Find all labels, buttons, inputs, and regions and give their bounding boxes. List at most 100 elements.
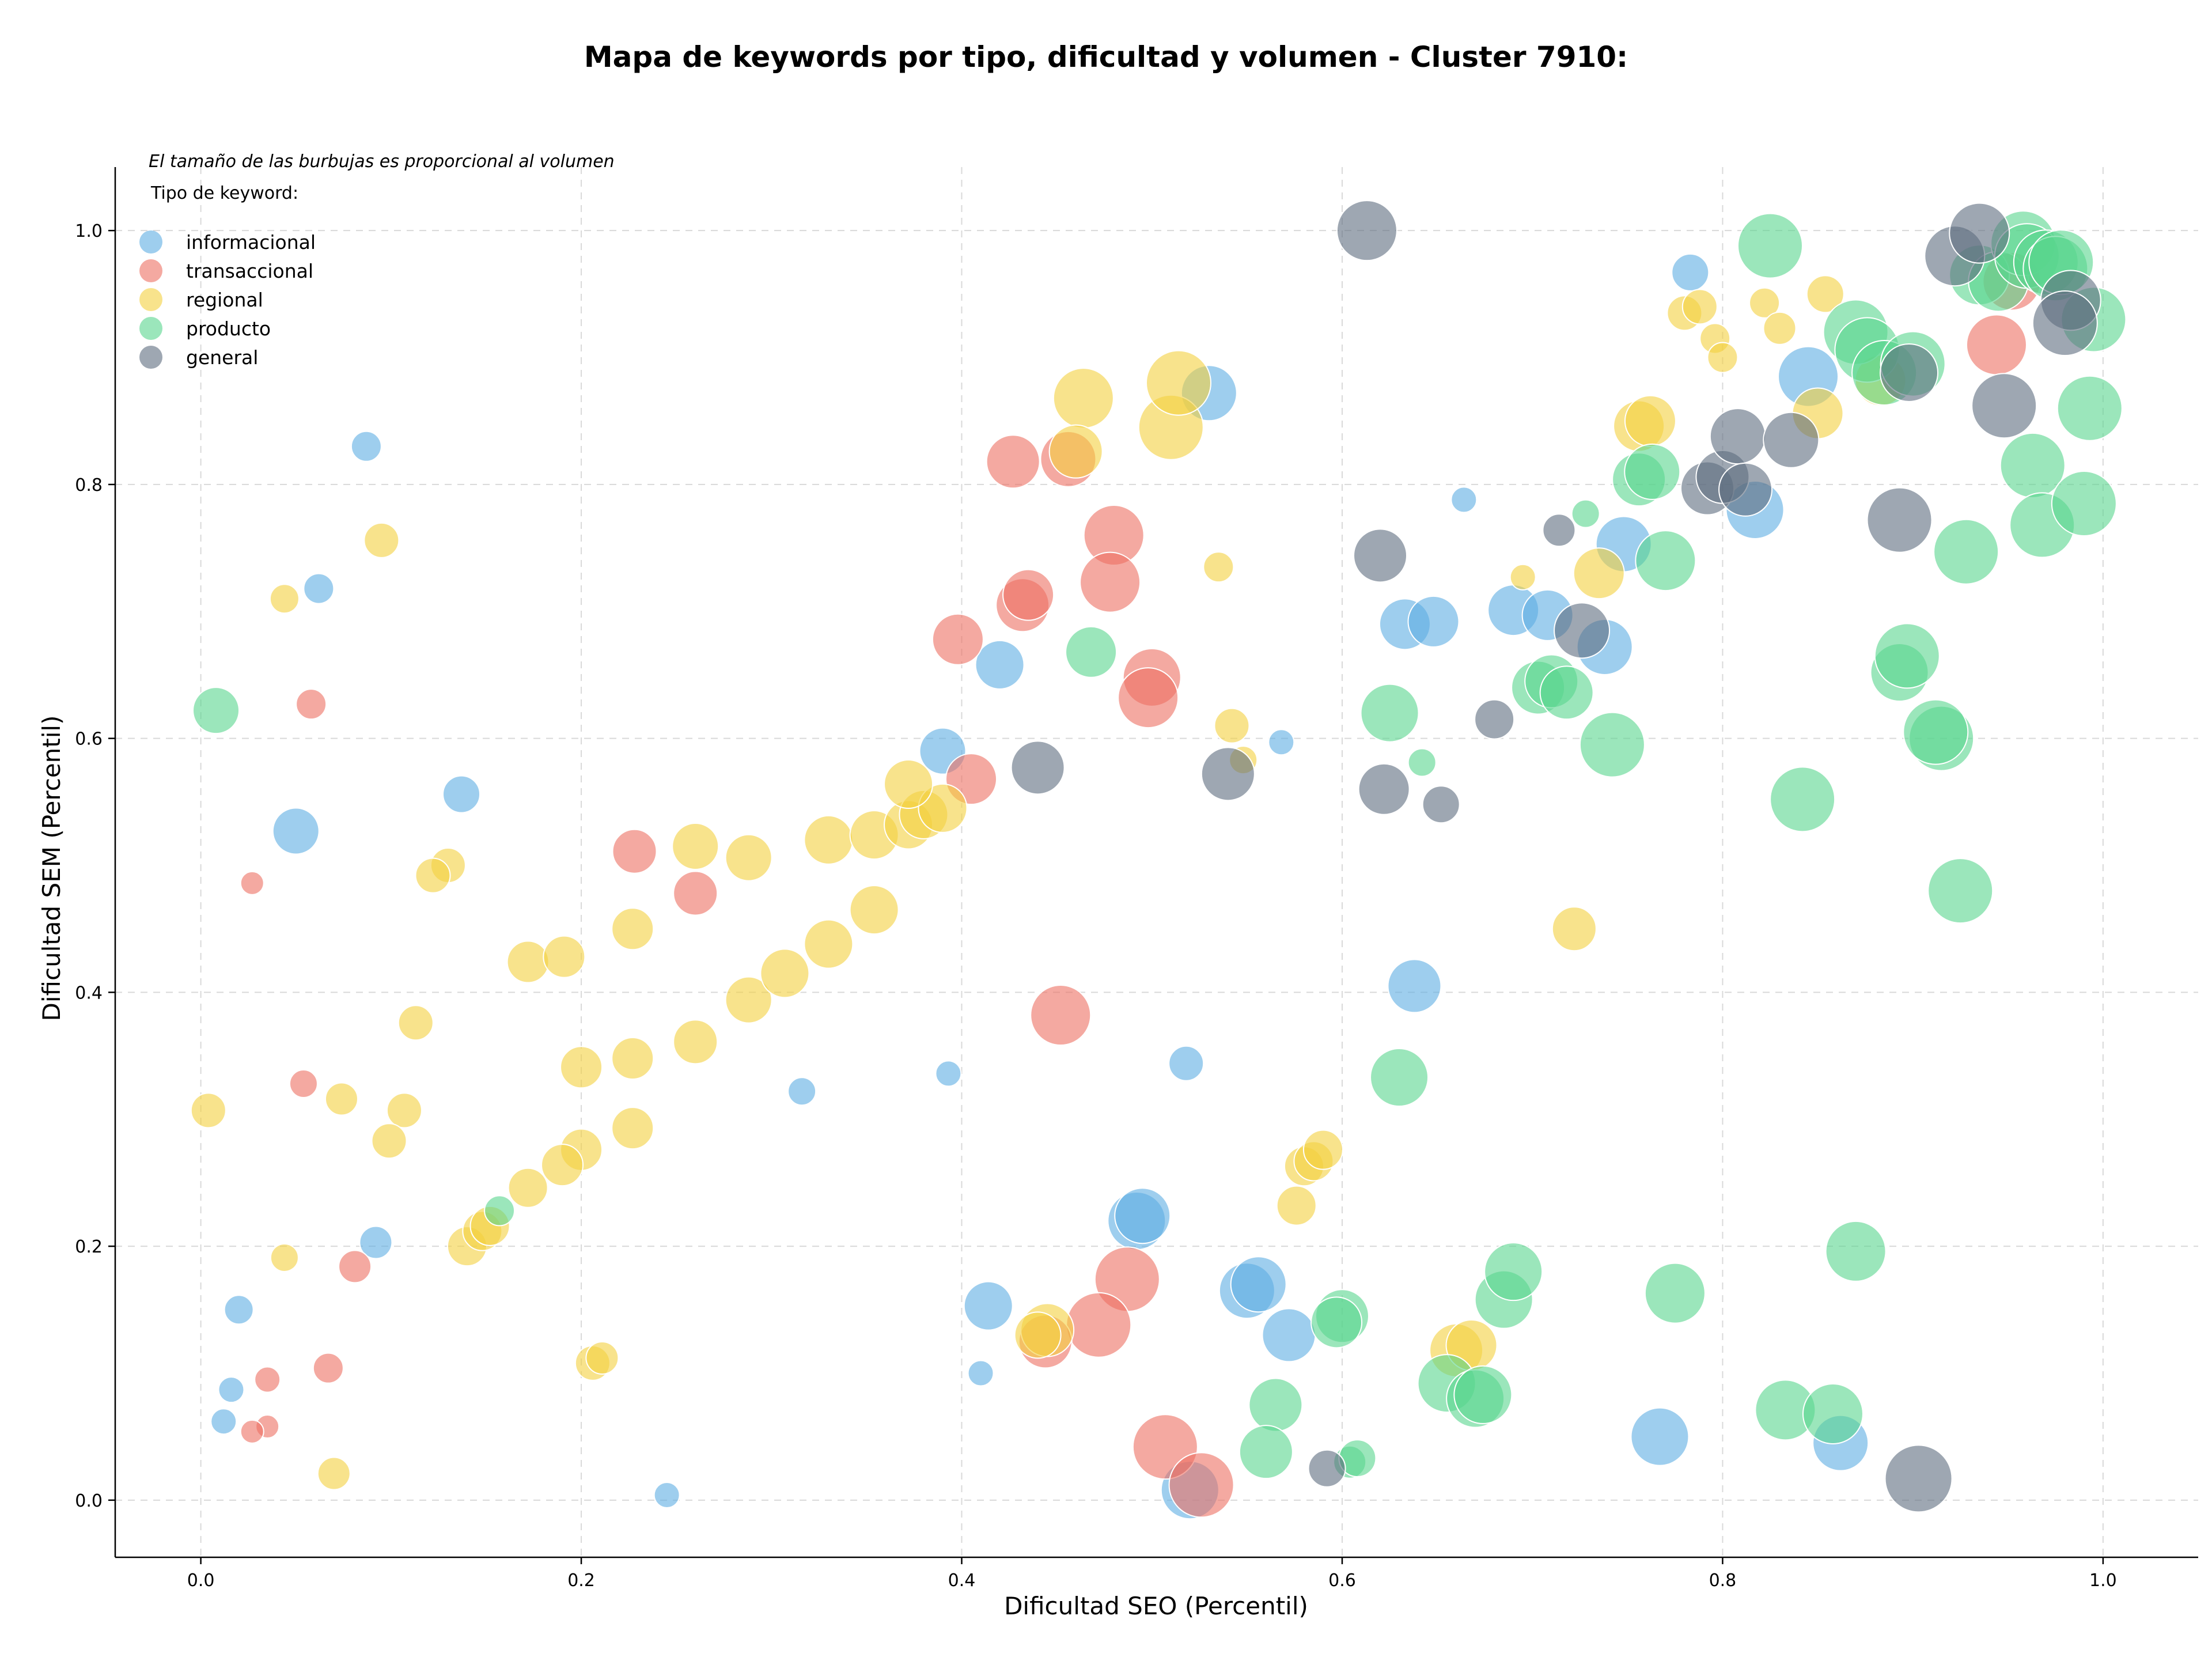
bubble-general: [1200, 747, 1255, 801]
bubble-informacional: [963, 1281, 1013, 1331]
bubble-regional: [541, 1144, 584, 1187]
bubble-producto: [484, 1195, 516, 1227]
bubble-informacional: [1671, 253, 1710, 292]
y-tick-label: 0.6: [75, 729, 103, 750]
bubble-general: [1718, 462, 1773, 517]
bubble-regional: [804, 919, 854, 969]
bubble-general: [1880, 343, 1939, 402]
bubble-regional: [190, 1092, 226, 1129]
bubble-regional: [1014, 1311, 1062, 1359]
bubble-informacional: [967, 1360, 994, 1387]
bubble-regional: [371, 1123, 407, 1159]
bubble-transaccional: [338, 1250, 372, 1284]
bubble-informacional: [1230, 1256, 1287, 1313]
bubble-regional: [1276, 1185, 1317, 1226]
bubble-transaccional: [254, 1366, 281, 1393]
bubble-informacional: [210, 1408, 237, 1435]
bubble-producto: [1310, 1296, 1363, 1349]
bubble-regional: [849, 885, 899, 935]
bubble-regional: [1214, 707, 1250, 744]
bubble-regional: [507, 1167, 548, 1208]
legend: informacional transaccional regional produc…: [139, 230, 316, 369]
bubble-regional: [1573, 547, 1625, 600]
bubble-informacional: [787, 1077, 817, 1106]
bubble-regional: [673, 1019, 718, 1065]
x-axis-label: Dificultad SEO (Percentil): [1004, 1592, 1308, 1620]
bubble-transaccional: [296, 688, 327, 720]
legend-title: Tipo de keyword:: [150, 183, 298, 203]
bubble-transaccional: [240, 871, 264, 895]
bubble-producto: [1802, 1383, 1863, 1444]
bubble-producto: [1571, 499, 1600, 528]
bubble-regional: [1749, 287, 1781, 319]
bubble-regional: [506, 940, 550, 983]
bubble-producto: [1933, 519, 1999, 585]
chart-title: Mapa de keywords por tipo, dificultad y …: [584, 40, 1628, 74]
bubble-informacional: [272, 807, 320, 855]
bubble-regional: [804, 815, 854, 865]
x-tick-label: 1.0: [2089, 1571, 2117, 1591]
bubble-general: [1884, 1444, 1953, 1513]
bubble-producto: [1407, 748, 1437, 777]
bubble-producto: [1484, 1242, 1543, 1301]
bubble-producto: [2056, 375, 2123, 441]
bubble-regional: [560, 1046, 603, 1089]
bubble-regional: [611, 1036, 654, 1080]
bubble-regional: [415, 857, 451, 894]
bubble-transaccional: [1965, 314, 2027, 376]
bubble-producto: [1624, 443, 1681, 500]
legend-marker-producto: [139, 317, 162, 340]
bubble-regional: [397, 1005, 434, 1041]
bubble-producto: [1238, 1425, 1293, 1480]
bubble-regional: [725, 834, 772, 881]
bubble-general: [1542, 513, 1576, 547]
bubble-general: [1709, 408, 1766, 465]
bubble-informacional: [303, 573, 335, 604]
bubble-regional: [918, 783, 968, 833]
bubble-producto: [1635, 530, 1696, 592]
bubble-regional: [1763, 311, 1797, 345]
y-tick-label: 0.4: [75, 983, 103, 1003]
bubble-transaccional: [1066, 1292, 1132, 1358]
y-tick-label: 0.2: [75, 1237, 103, 1257]
grid: [115, 167, 2198, 1557]
bubble-producto: [1539, 665, 1594, 720]
legend-marker-informacional: [139, 230, 162, 253]
bubble-informacional: [1268, 729, 1295, 756]
bubble-general: [1554, 602, 1611, 659]
bubble-general: [1763, 411, 1820, 468]
bubble-regional: [269, 584, 300, 614]
bubble-informacional: [350, 430, 382, 462]
bubble-informacional: [442, 775, 481, 814]
bubble-transaccional: [1080, 551, 1141, 613]
bubble-producto: [1903, 699, 1969, 765]
bubble-producto: [1825, 1220, 1887, 1282]
bubble-producto: [1065, 626, 1118, 678]
bubble-producto: [1453, 1365, 1513, 1424]
bubble-regional: [611, 907, 654, 951]
bubble-transaccional: [931, 613, 984, 665]
bubble-regional: [1551, 906, 1597, 952]
bubble-layer: [190, 200, 2127, 1520]
bubble-producto: [2051, 470, 2117, 536]
bubble-informacional: [359, 1225, 393, 1259]
bubble-regional: [672, 822, 719, 870]
bubble-informacional: [1168, 1045, 1205, 1081]
bubble-regional: [1145, 350, 1211, 416]
bubble-transaccional: [612, 828, 657, 874]
bubble-informacional: [1450, 486, 1478, 513]
bubble-informacional: [1387, 959, 1442, 1013]
bubble-regional: [1707, 342, 1738, 373]
bubble-regional: [1048, 424, 1103, 479]
bubble-regional: [760, 948, 810, 998]
bubble-general: [1010, 740, 1065, 795]
bubble-producto: [1360, 683, 1419, 743]
bubble-general: [1422, 785, 1460, 824]
bubble-general: [1353, 528, 1408, 583]
bubble-producto: [1370, 1048, 1429, 1107]
axes: [114, 167, 2198, 1558]
x-tick-label: 0.0: [187, 1571, 215, 1591]
bubble-general: [2032, 290, 2098, 357]
bubble-regional: [386, 1092, 422, 1129]
bubble-regional: [585, 1341, 619, 1375]
